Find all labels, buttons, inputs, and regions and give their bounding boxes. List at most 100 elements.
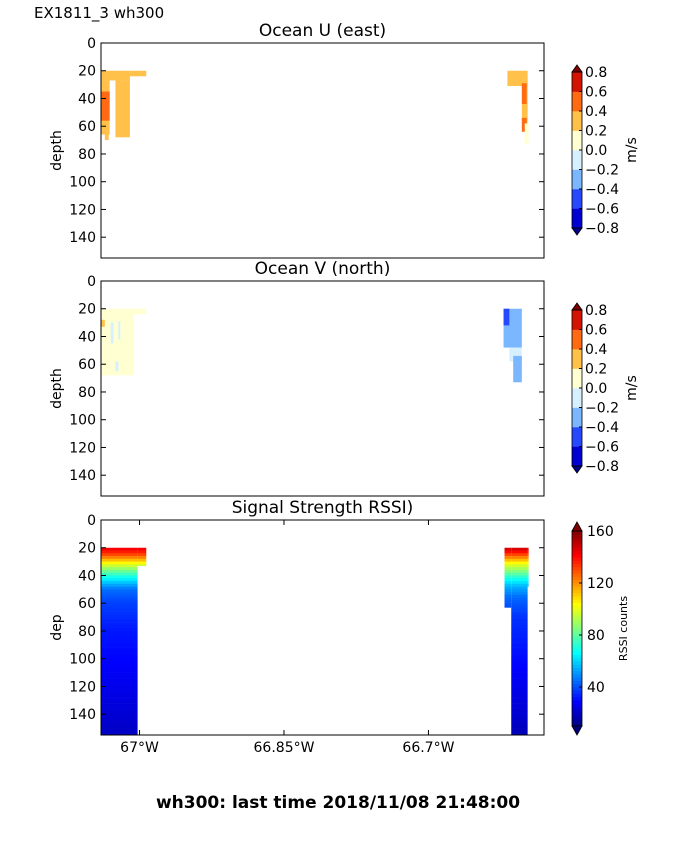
data-cell xyxy=(511,581,528,585)
data-cell xyxy=(511,667,528,671)
data-cell xyxy=(101,692,138,696)
colorbar-tick-label: 0.2 xyxy=(585,362,607,378)
data-cell xyxy=(527,572,529,576)
data-cell xyxy=(511,639,528,643)
data-cell xyxy=(504,597,512,601)
panel-3: Signal Strength RSSI) 0 20 40 60 80 100 120 140 d… xyxy=(49,498,630,756)
colorbar-level xyxy=(572,696,582,701)
data-cell xyxy=(513,355,522,383)
data-cell xyxy=(511,589,528,593)
colorbar-tick-label: 0.4 xyxy=(585,104,607,120)
colorbar-level xyxy=(572,573,582,577)
data-cell xyxy=(101,572,138,576)
colorbar-level xyxy=(572,329,582,350)
data-cell xyxy=(101,614,138,618)
data-cell xyxy=(101,561,138,565)
data-cell xyxy=(504,606,512,608)
colorbar-level xyxy=(572,547,582,551)
colorbar-level xyxy=(572,557,582,561)
data-cell xyxy=(137,561,147,565)
data-cell xyxy=(511,550,528,554)
colorbar-level xyxy=(572,576,582,581)
data-cell xyxy=(504,594,512,598)
colorbar-tick-label: −0.6 xyxy=(585,440,619,456)
data-cell xyxy=(511,603,528,607)
data-cell xyxy=(511,647,528,651)
colorbar-level xyxy=(572,687,582,691)
data-cell xyxy=(504,578,512,582)
data-cell xyxy=(511,583,528,587)
data-cell xyxy=(104,126,109,141)
data-cell xyxy=(101,675,138,679)
data-cell xyxy=(511,636,528,640)
data-cell xyxy=(504,558,512,562)
colorbar-level xyxy=(572,446,582,467)
data-cell xyxy=(101,583,138,587)
data-cell xyxy=(101,608,138,612)
plot-area xyxy=(101,308,522,383)
colorbar-level xyxy=(572,553,582,558)
y-tick-label: 20 xyxy=(78,64,96,80)
data-cell xyxy=(101,686,138,690)
x-tick-label: 66.85°W xyxy=(254,740,315,756)
colorbar-level xyxy=(572,540,582,545)
data-cell xyxy=(101,550,138,554)
colorbar-level xyxy=(572,544,582,548)
colorbar-level xyxy=(572,592,582,597)
data-cell xyxy=(504,550,512,554)
data-cell xyxy=(101,589,138,593)
data-cell xyxy=(511,575,528,579)
colorbar-level xyxy=(572,111,582,131)
colorbar-level xyxy=(572,641,582,646)
data-cell xyxy=(504,586,512,590)
colorbar-tick-label: 0.8 xyxy=(585,65,607,81)
data-cell xyxy=(101,689,138,693)
data-cell xyxy=(504,569,512,574)
data-cell xyxy=(101,619,138,623)
y-axis-label: depth xyxy=(49,130,65,171)
colorbar-level xyxy=(572,722,582,727)
figure-footer: wh300: last time 2018/11/08 21:48:00 xyxy=(156,793,520,813)
data-cell xyxy=(101,606,138,610)
data-cell xyxy=(511,669,528,673)
data-cell xyxy=(101,708,138,712)
panel-1: Ocean U (east) 0 20 40 60 80 100 120 140 depth 0.8… xyxy=(49,21,640,259)
data-cell xyxy=(101,628,138,632)
colorbar-level xyxy=(572,657,582,662)
panel-title: Ocean U (east) xyxy=(259,21,386,41)
colorbar: 0.8 0.6 0.4 0.2 0.0 −0.2 −0.4 −0.6 −0.8 m/s xyxy=(571,302,640,475)
data-cell xyxy=(527,567,529,571)
data-cell xyxy=(511,578,528,582)
y-tick-label: 40 xyxy=(78,91,96,107)
y-tick-label: 60 xyxy=(78,596,96,612)
data-cell xyxy=(101,719,138,723)
data-cell xyxy=(521,83,527,105)
data-cell xyxy=(511,705,528,709)
data-cell xyxy=(101,569,138,574)
y-tick-label: 60 xyxy=(78,357,96,373)
colorbar-extend-top xyxy=(571,64,583,73)
data-cell xyxy=(511,630,528,635)
colorbar-tick-label: −0.4 xyxy=(585,182,619,198)
y-tick-label: 20 xyxy=(78,541,96,557)
colorbar-level xyxy=(572,91,582,112)
y-tick-label: 60 xyxy=(78,119,96,135)
data-cell xyxy=(504,600,512,604)
plot-area xyxy=(101,70,529,145)
data-cell xyxy=(137,556,147,560)
colorbar-level xyxy=(572,169,582,190)
data-cell xyxy=(511,611,528,615)
data-cell xyxy=(101,664,138,668)
data-cell xyxy=(511,561,528,565)
data-cell xyxy=(511,592,528,596)
colorbar-level xyxy=(572,622,582,626)
y-tick-label: 80 xyxy=(78,147,96,163)
colorbar-level xyxy=(572,706,582,711)
data-cell xyxy=(101,694,138,698)
data-cell xyxy=(511,600,528,604)
data-cell xyxy=(511,694,528,698)
colorbar-level xyxy=(572,667,582,672)
data-cell xyxy=(115,361,119,372)
data-cell xyxy=(101,575,138,579)
axes-frame xyxy=(100,42,545,259)
